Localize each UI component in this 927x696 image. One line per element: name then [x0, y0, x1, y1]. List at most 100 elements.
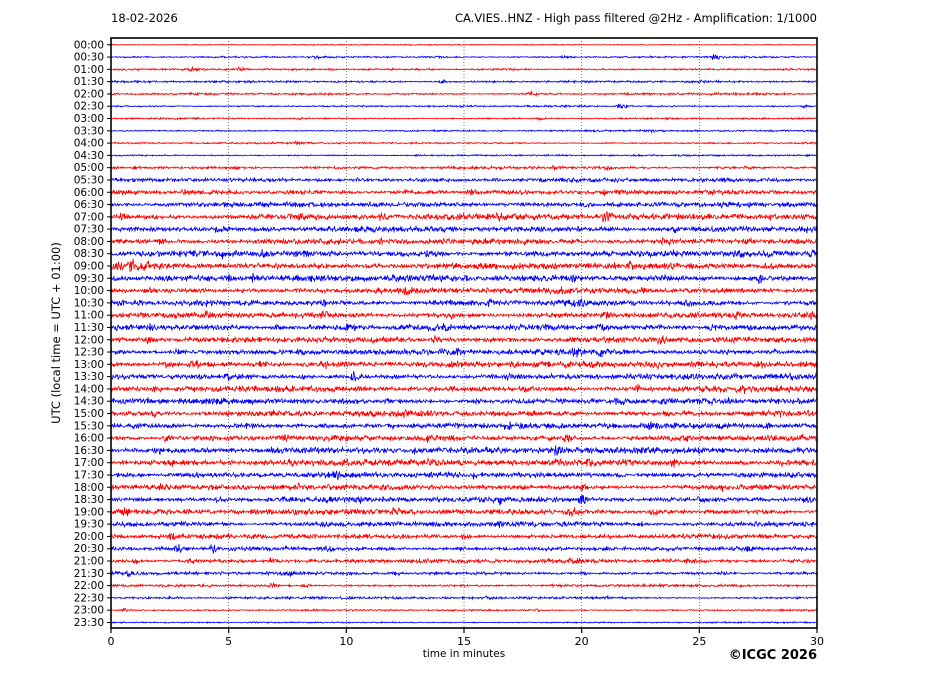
- trace-05:30: [111, 176, 817, 184]
- trace-20:30: [111, 543, 817, 554]
- y-tick-label: 04:00: [74, 138, 104, 150]
- trace-09:30: [111, 272, 817, 284]
- y-tick-label: 15:30: [74, 420, 104, 432]
- trace-07:30: [111, 225, 817, 234]
- y-tick-label: 04:30: [74, 150, 104, 162]
- trace-01:00: [111, 65, 817, 73]
- y-tick-label: 22:00: [74, 580, 104, 592]
- trace-10:00: [111, 285, 817, 297]
- y-tick-label: 20:00: [74, 531, 104, 543]
- trace-07:00: [111, 210, 817, 223]
- trace-21:00: [111, 556, 817, 565]
- y-tick-label: 15:00: [74, 408, 104, 420]
- x-tick-label: 15: [457, 635, 471, 648]
- y-tick-label: 02:30: [74, 101, 104, 113]
- x-axis-label: time in minutes: [422, 648, 506, 660]
- trace-06:00: [111, 188, 817, 197]
- trace-04:30: [111, 153, 817, 158]
- trace-14:00: [111, 383, 817, 394]
- trace-19:30: [111, 520, 817, 529]
- y-tick-label: 07:30: [74, 224, 104, 236]
- trace-19:00: [111, 507, 817, 518]
- trace-20:00: [111, 532, 817, 541]
- trace-21:30: [111, 570, 817, 578]
- trace-17:30: [111, 470, 817, 481]
- y-tick-label: 18:00: [74, 482, 104, 494]
- y-tick-label: 01:30: [74, 76, 104, 88]
- y-tick-label: 14:00: [74, 383, 104, 395]
- x-tick-label: 0: [108, 635, 115, 648]
- date-label: 18-02-2026: [111, 11, 178, 25]
- trace-05:00: [111, 164, 817, 172]
- trace-02:00: [111, 90, 817, 98]
- y-tick-label: 00:00: [74, 39, 104, 51]
- trace-03:00: [111, 116, 817, 122]
- y-tick-label: 19:00: [74, 506, 104, 518]
- trace-10:30: [111, 298, 817, 308]
- trace-18:30: [111, 493, 817, 506]
- x-tick-label: 25: [692, 635, 706, 648]
- y-tick-label: 13:30: [74, 371, 104, 383]
- y-tick-label: 23:00: [74, 605, 104, 617]
- trace-16:00: [111, 433, 817, 444]
- y-tick-label: 09:00: [74, 261, 104, 273]
- y-tick-label: 12:30: [74, 347, 104, 359]
- y-tick-label: 16:30: [74, 445, 104, 457]
- y-tick-label: 14:30: [74, 396, 104, 408]
- x-tick-label: 20: [575, 635, 589, 648]
- y-tick-label: 08:00: [74, 236, 104, 248]
- trace-16:30: [111, 445, 817, 456]
- y-tick-label: 10:00: [74, 285, 104, 297]
- trace-00:30: [111, 54, 817, 61]
- x-tick-label: 30: [810, 635, 824, 648]
- trace-08:00: [111, 237, 817, 247]
- x-tick-label: 5: [225, 635, 232, 648]
- y-tick-label: 23:30: [74, 617, 104, 629]
- trace-13:30: [111, 370, 817, 382]
- trace-11:30: [111, 322, 817, 332]
- trace-08:30: [111, 248, 817, 260]
- y-tick-label: 00:30: [74, 52, 104, 64]
- y-tick-label: 06:30: [74, 199, 104, 211]
- trace-14:30: [111, 396, 817, 406]
- trace-06:30: [111, 200, 817, 209]
- trace-09:00: [111, 258, 817, 273]
- y-tick-label: 17:00: [74, 457, 104, 469]
- trace-17:00: [111, 457, 817, 468]
- y-tick-label: 09:30: [74, 273, 104, 285]
- y-tick-label: 03:30: [74, 125, 104, 137]
- trace-02:30: [111, 103, 817, 109]
- y-tick-label: 11:30: [74, 322, 104, 334]
- y-tick-label: 16:00: [74, 433, 104, 445]
- copyright-label: ©ICGC 2026: [728, 648, 817, 663]
- y-tick-label: 20:30: [74, 543, 104, 555]
- y-tick-label: 12:00: [74, 334, 104, 346]
- y-tick-label: 17:30: [74, 469, 104, 481]
- trace-23:30: [111, 620, 817, 625]
- y-tick-label: 08:30: [74, 248, 104, 260]
- y-tick-label: 11:00: [74, 310, 104, 322]
- y-tick-label: 02:00: [74, 88, 104, 100]
- x-tick-label: 10: [339, 635, 353, 648]
- y-tick-label: 05:00: [74, 162, 104, 174]
- y-tick-label: 01:00: [74, 64, 104, 76]
- trace-00:00: [111, 43, 817, 47]
- trace-12:00: [111, 334, 817, 346]
- y-tick-label: 03:00: [74, 113, 104, 125]
- y-tick-label: 21:00: [74, 556, 104, 568]
- trace-18:00: [111, 482, 817, 492]
- trace-22:30: [111, 594, 817, 601]
- y-tick-label: 18:30: [74, 494, 104, 506]
- y-tick-label: 07:00: [74, 211, 104, 223]
- y-tick-label: 21:30: [74, 568, 104, 580]
- y-tick-label: 10:30: [74, 297, 104, 309]
- y-tick-label: 13:00: [74, 359, 104, 371]
- trace-12:30: [111, 347, 817, 358]
- trace-11:00: [111, 310, 817, 321]
- y-tick-label: 06:00: [74, 187, 104, 199]
- trace-03:30: [111, 128, 817, 134]
- trace-04:00: [111, 140, 817, 146]
- trace-15:30: [111, 421, 817, 431]
